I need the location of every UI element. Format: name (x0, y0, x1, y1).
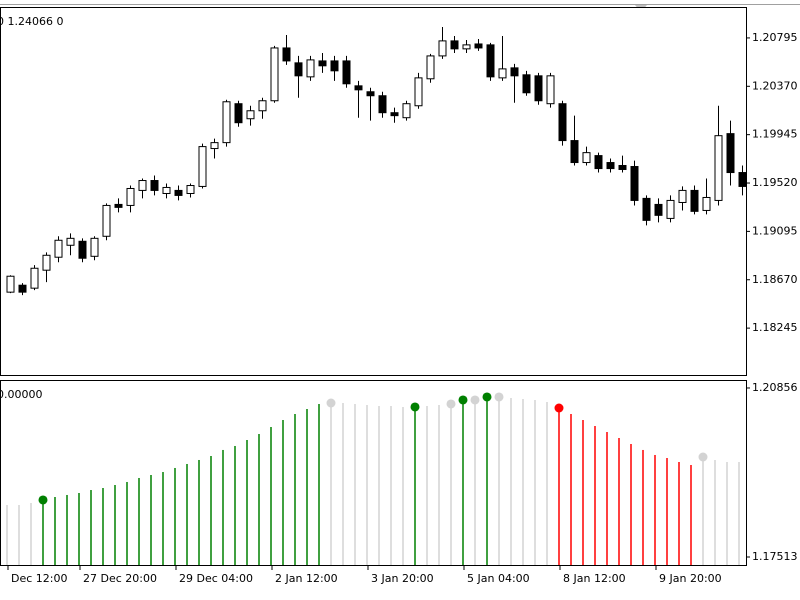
y-tick-label: 1.20795 (752, 31, 798, 44)
candle-body (510, 67, 519, 77)
candle-body (306, 59, 315, 78)
main-panel (0, 7, 747, 376)
candle-body (294, 62, 303, 77)
candle-body (114, 203, 123, 208)
candle-body (150, 180, 159, 191)
candle-body (30, 267, 39, 289)
candle-body (678, 189, 687, 203)
candle-body (342, 60, 351, 85)
candle-body (162, 186, 171, 194)
candle-body (450, 40, 459, 50)
y-tick-label: 1.20370 (752, 79, 798, 92)
candle-body (738, 172, 747, 187)
candle-body (102, 204, 111, 237)
candle-body (54, 239, 63, 258)
y-tick-label: 1.19945 (752, 128, 798, 141)
candle-body (486, 44, 495, 78)
candle-body (126, 187, 135, 206)
candle-body (282, 47, 291, 62)
candle-body (42, 254, 51, 271)
x-tick-label: 8 Jan 12:00 (563, 572, 626, 585)
candle-body (606, 162, 615, 170)
candle-body (642, 197, 651, 221)
candle-body (258, 100, 267, 112)
candle-body (462, 44, 471, 50)
candle-body (546, 75, 555, 105)
candle-body (402, 103, 411, 119)
candle-body (534, 75, 543, 102)
indicator-info: 0.00000 (0, 388, 43, 401)
x-tick-label: Dec 12:00 (11, 572, 67, 585)
candle-body (522, 74, 531, 94)
candle-body (690, 189, 699, 212)
candle-body (702, 196, 711, 211)
candle-body (594, 155, 603, 170)
y-tick-label: 1.18670 (752, 273, 798, 286)
candle-body (570, 140, 579, 164)
candle-body (666, 199, 675, 219)
candle-body (66, 237, 75, 246)
candle-body (18, 284, 27, 293)
x-tick-label: 9 Jan 20:00 (659, 572, 722, 585)
signal-dot (482, 392, 492, 402)
candle-body (318, 60, 327, 67)
candle-body (210, 142, 219, 150)
candle-body (234, 103, 243, 124)
x-tick-label: 29 Dec 04:00 (179, 572, 253, 585)
x-tick-label: 2 Jan 12:00 (275, 572, 338, 585)
candle-body (474, 43, 483, 49)
candle-body (498, 68, 507, 79)
candle-body (354, 85, 363, 91)
candle-body (138, 180, 147, 191)
signal-dot (470, 395, 480, 405)
y-tick-label: 1.19095 (752, 224, 798, 237)
candle-body (630, 166, 639, 201)
candle-body (222, 101, 231, 144)
candle-body (618, 164, 627, 170)
candle-body (198, 146, 207, 187)
x-tick-label: 27 Dec 20:00 (83, 572, 157, 585)
candle-body (438, 40, 447, 57)
candle-body (726, 133, 735, 174)
signal-dot (458, 395, 468, 405)
candle-body (330, 60, 339, 72)
candle-body (414, 77, 423, 107)
signal-dot (494, 392, 504, 402)
candle-body (174, 189, 183, 196)
y-tick-label: 1.20856 (752, 381, 798, 394)
candle-body (378, 95, 387, 114)
indicator-panel (0, 380, 747, 566)
x-tick-label: 3 Jan 20:00 (371, 572, 434, 585)
candle-body (714, 135, 723, 201)
signal-dot (326, 398, 336, 408)
signal-dot (698, 452, 708, 462)
main-info: 0 1.24066 0 (0, 15, 63, 28)
candle-body (90, 237, 99, 257)
candle-body (186, 185, 195, 194)
signal-dot (554, 403, 564, 413)
candle-body (654, 203, 663, 216)
candle-body (390, 112, 399, 117)
candle-body (270, 47, 279, 102)
signal-dot (446, 399, 456, 409)
candle-body (366, 91, 375, 97)
candle-body (246, 110, 255, 120)
y-tick-label: 1.17513 (752, 550, 798, 563)
y-tick-label: 1.19520 (752, 176, 798, 189)
signal-dot (410, 402, 420, 412)
signal-dot (38, 495, 48, 505)
candle-body (558, 103, 567, 142)
candle-body (78, 240, 87, 259)
x-tick-label: 5 Jan 04:00 (467, 572, 530, 585)
candle-body (582, 152, 591, 164)
y-tick-label: 1.18245 (752, 321, 798, 334)
candle-body (6, 275, 15, 293)
candle-body (426, 55, 435, 80)
